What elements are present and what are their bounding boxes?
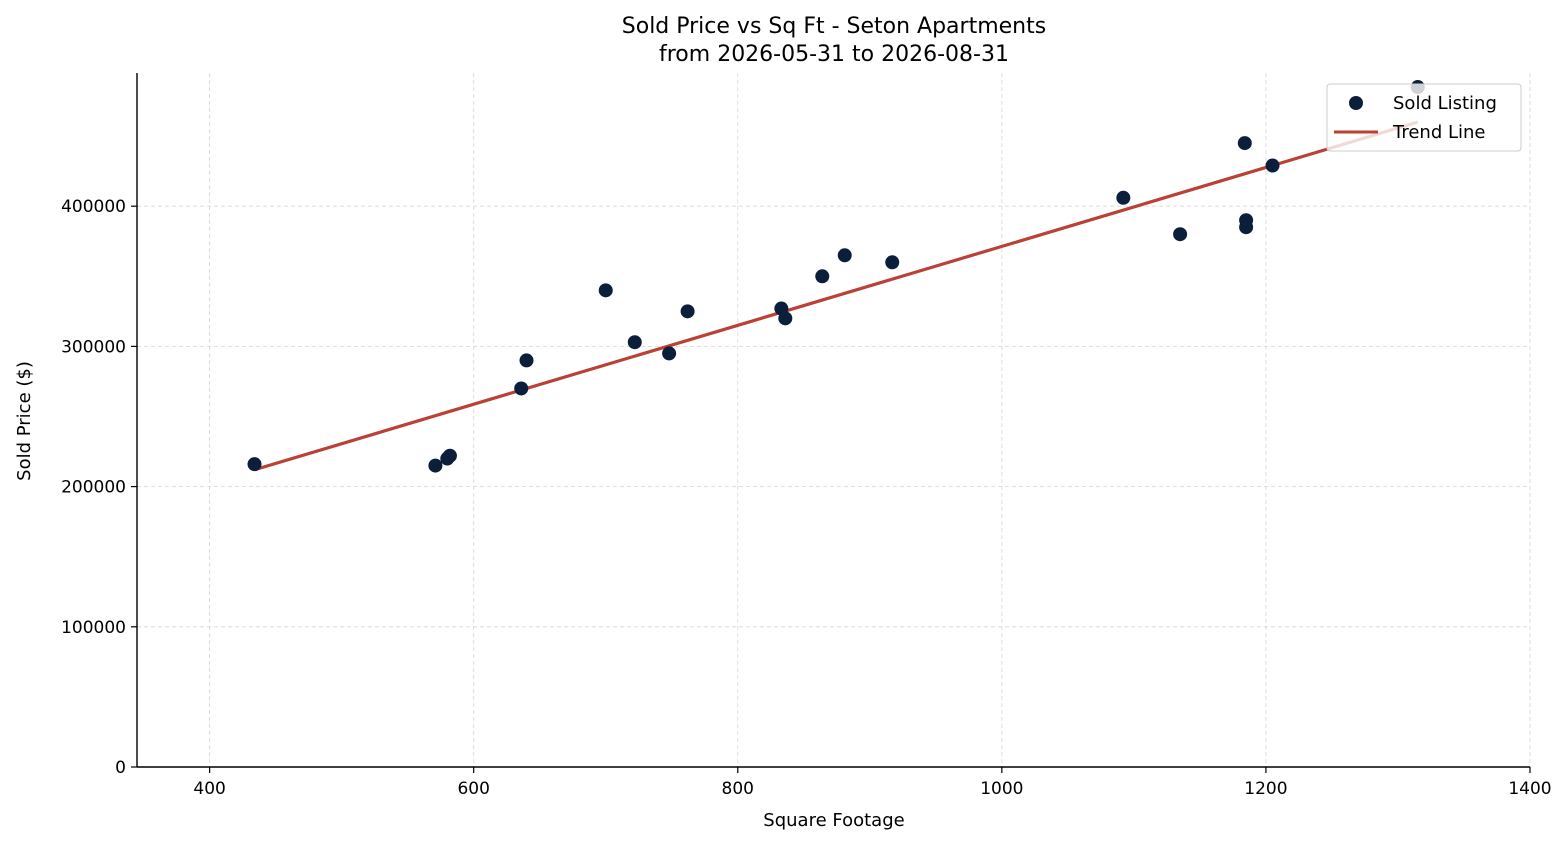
data-point	[1265, 158, 1280, 173]
data-point	[1173, 227, 1188, 242]
legend-scatter-marker	[1349, 96, 1363, 110]
y-tick-label: 300000	[61, 337, 126, 357]
y-tick-label: 0	[115, 758, 126, 778]
x-axis-label: Square Footage	[763, 810, 904, 831]
y-axis-label: Sold Price ($)	[14, 361, 35, 481]
data-point	[1239, 220, 1254, 235]
data-point	[778, 311, 793, 326]
data-point	[627, 335, 642, 350]
x-tick-label: 600	[457, 779, 489, 799]
data-point	[662, 346, 677, 361]
x-tick-label: 1400	[1508, 779, 1551, 799]
data-points-layer	[247, 80, 1425, 473]
x-tick-label: 1000	[980, 779, 1023, 799]
legend-box	[1326, 83, 1522, 152]
legend-label-trend-line: Trend Line	[1392, 122, 1486, 143]
x-tick-label: 800	[722, 779, 754, 799]
data-point	[514, 381, 529, 396]
data-point	[885, 255, 900, 270]
data-point	[815, 269, 830, 284]
axes: 400 600 800 1000 1200 1400 0 100000 200000 300000…	[61, 73, 1552, 799]
legend-label-sold-listing: Sold Listing	[1393, 93, 1497, 114]
data-point	[442, 448, 457, 463]
chart-title: Sold Price vs Sq Ft - Seton Apartments	[622, 14, 1046, 39]
x-tick-label: 400	[193, 779, 225, 799]
data-point	[598, 283, 613, 298]
data-point	[428, 458, 443, 473]
legend: Sold Listing Trend Line	[1326, 83, 1522, 152]
grid	[137, 73, 1531, 768]
y-tick-label: 200000	[61, 478, 126, 498]
y-tick-label: 400000	[61, 197, 126, 217]
data-point	[1116, 190, 1131, 205]
chart-subtitle: from 2026-05-31 to 2026-08-31	[659, 42, 1009, 67]
data-point	[1237, 136, 1252, 151]
data-point	[837, 248, 852, 263]
data-point	[247, 457, 262, 472]
trend-line-layer	[254, 120, 1419, 472]
x-tick-label: 1200	[1244, 779, 1287, 799]
data-point	[680, 304, 695, 319]
data-point	[519, 353, 534, 368]
y-tick-label: 100000	[61, 618, 126, 638]
trend-line	[254, 120, 1419, 472]
